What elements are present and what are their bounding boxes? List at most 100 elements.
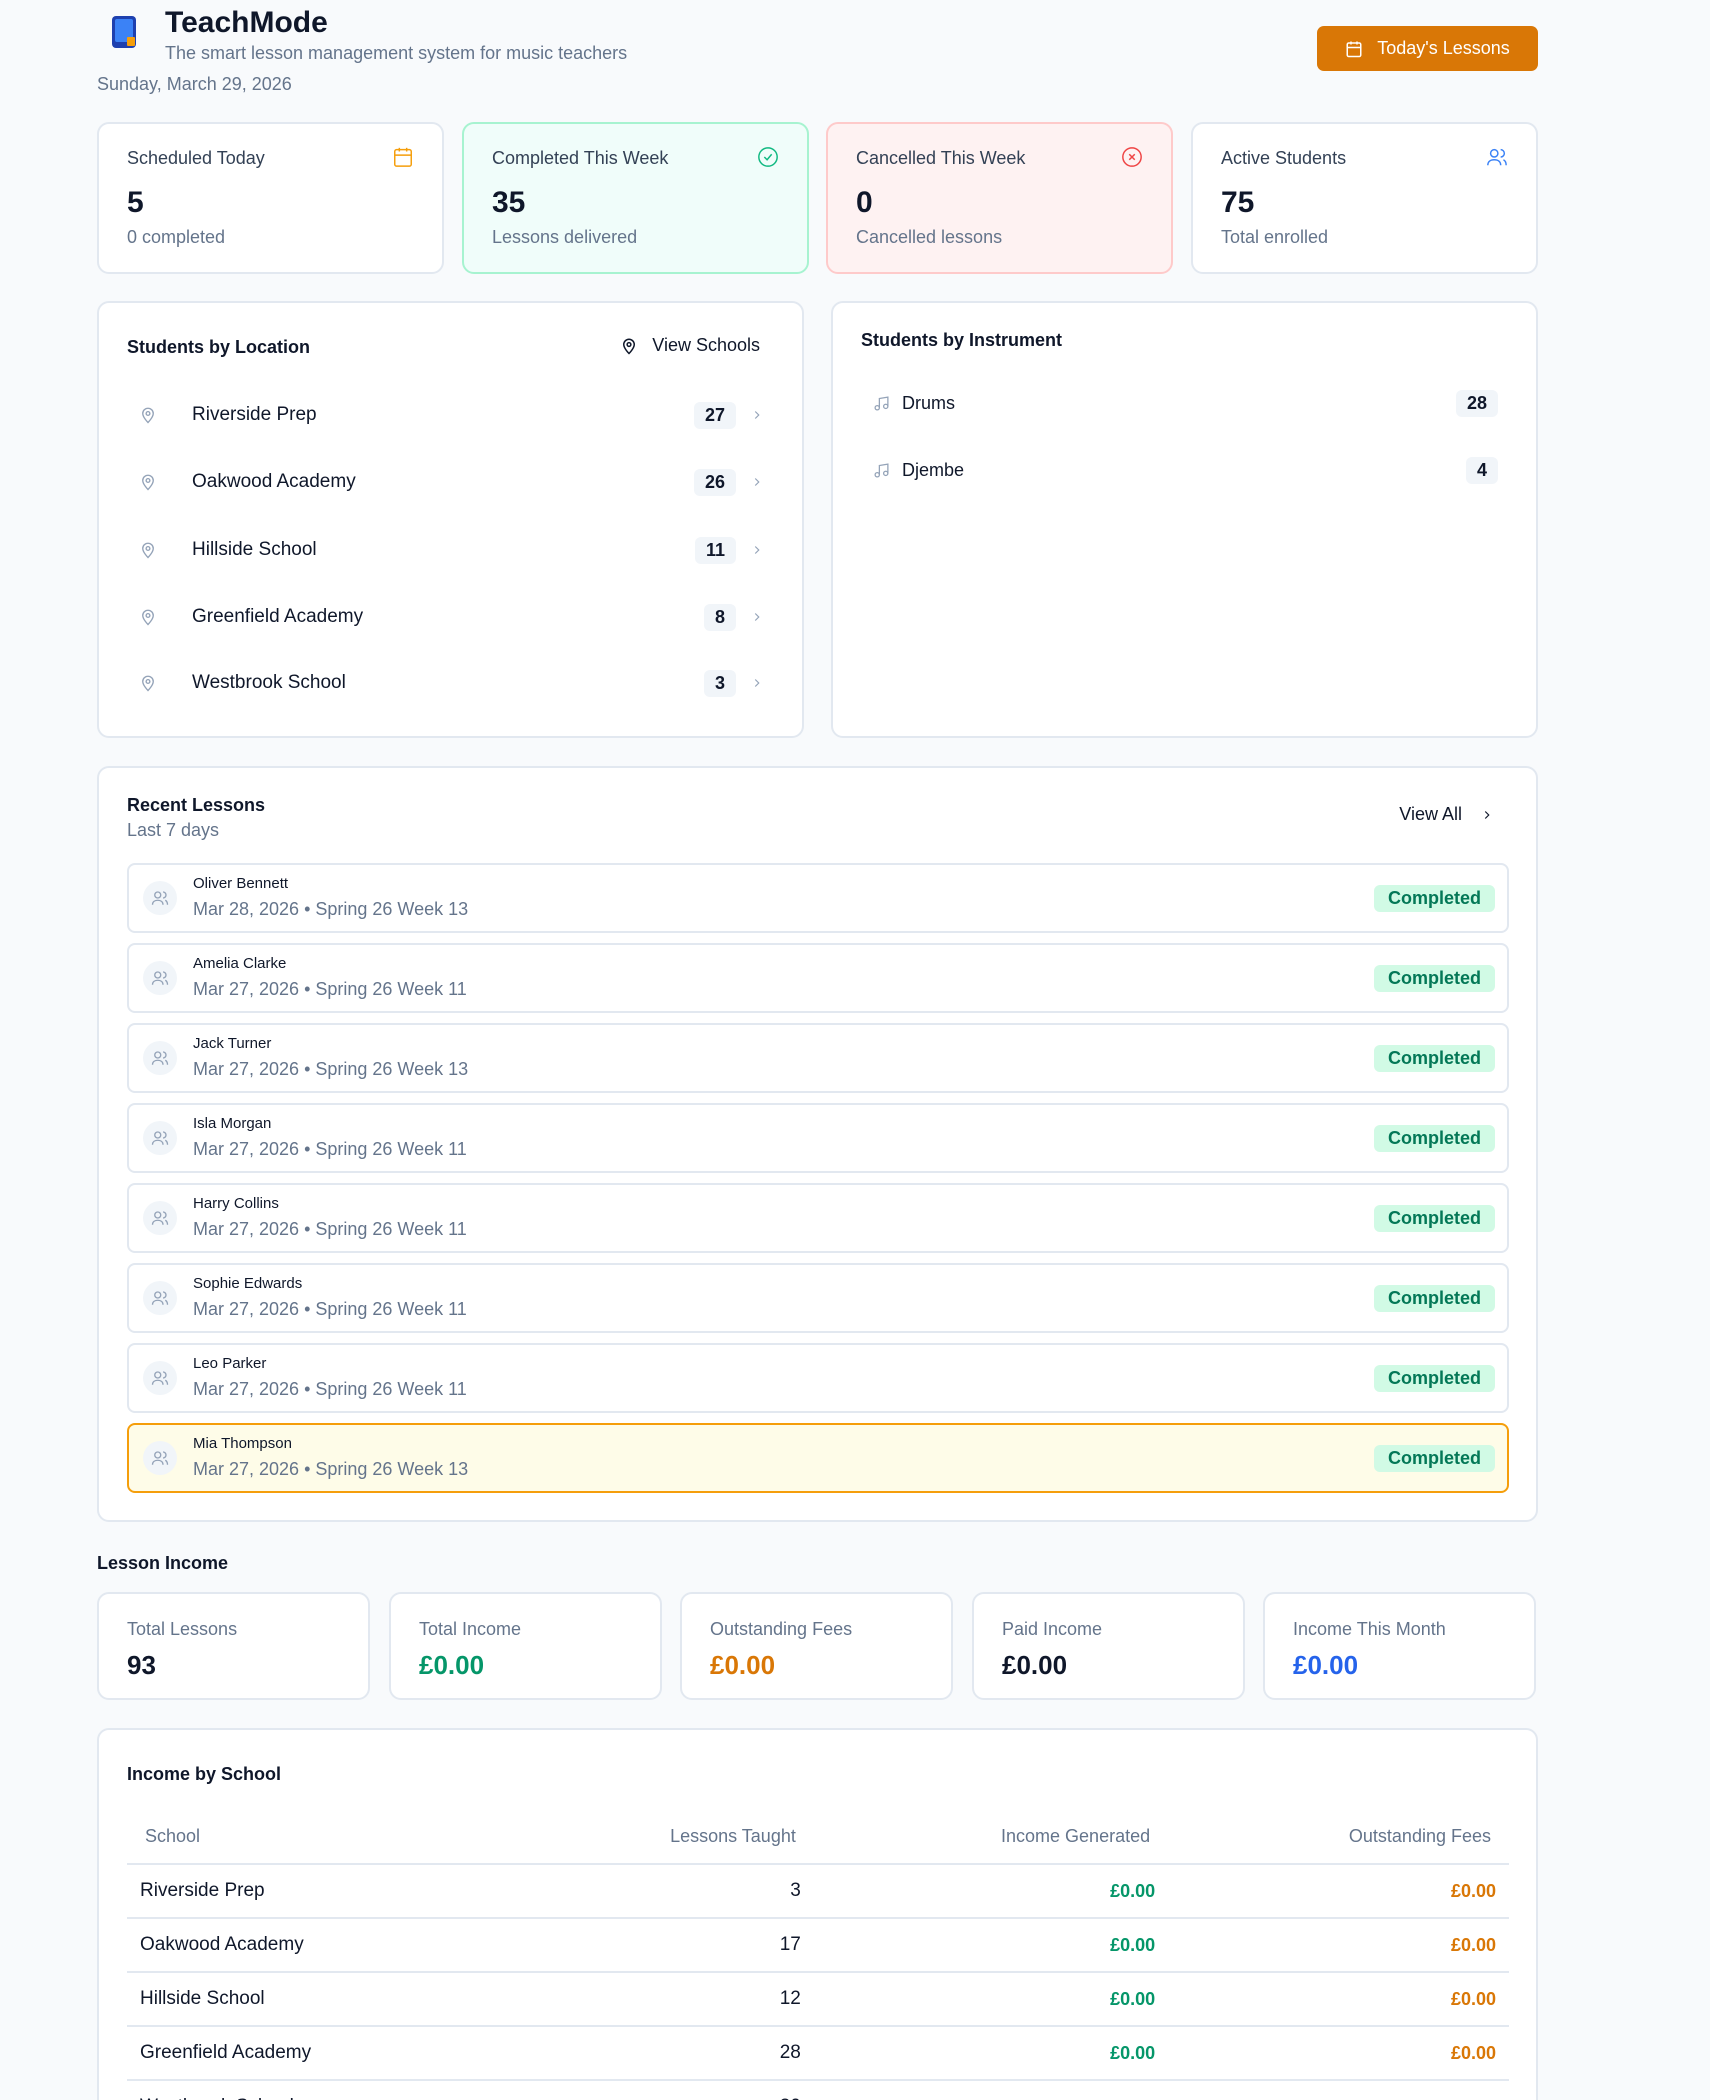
school-cell: Oakwood Academy: [127, 1918, 505, 1973]
table-row: Westbrook School 30 £0.00 £0.00: [127, 2080, 1509, 2100]
stat-sub: Lessons delivered: [492, 227, 638, 247]
status-badge: Completed: [1373, 1125, 1495, 1152]
lessons-cell: 3: [504, 1864, 814, 1919]
location-row-riverside-prep[interactable]: Riverside Prep 27: [137, 395, 764, 435]
lessons-cell: 12: [504, 1972, 814, 2027]
app-subtitle: The smart lesson management system for m…: [165, 43, 628, 63]
instrument-name: Djembe: [902, 459, 965, 480]
avatar: [143, 1201, 177, 1235]
location-name: Riverside Prep: [192, 404, 317, 425]
music-note-icon: [874, 462, 889, 478]
student-name: Sophie Edwards: [193, 1275, 303, 1292]
lesson-row[interactable]: Oliver Bennett Mar 28, 2026 • Spring 26 …: [127, 863, 1509, 933]
student-name: Mia Thompson: [193, 1435, 292, 1452]
column-header-outstanding-fees: Outstanding Fees: [1168, 1810, 1509, 1865]
students-by-instrument-panel: Students by Instrument Drums 28 Djembe 4: [831, 301, 1538, 738]
stat-sub: Total enrolled: [1221, 227, 1329, 247]
stat-card-scheduled-today: Scheduled Today 5 0 completed: [97, 122, 444, 274]
lesson-row[interactable]: Harry Collins Mar 27, 2026 • Spring 26 W…: [127, 1183, 1509, 1253]
users-icon: [1487, 148, 1507, 166]
check-circle-icon: [758, 147, 778, 167]
panel-subtitle: Last 7 days: [127, 820, 220, 840]
outstanding-cell: £0.00: [1168, 2080, 1509, 2100]
calendar-icon: [394, 147, 412, 167]
lesson-row[interactable]: Leo Parker Mar 27, 2026 • Spring 26 Week…: [127, 1343, 1509, 1413]
view-schools-button[interactable]: View Schools: [620, 335, 760, 356]
chevron-right-icon: [754, 613, 760, 621]
income-cell: £0.00: [813, 1864, 1169, 1919]
count-badge: 28: [1455, 389, 1498, 417]
location-row-greenfield-academy[interactable]: Greenfield Academy 8: [137, 597, 764, 637]
stat-value: 35: [492, 186, 526, 219]
table-row: Oakwood Academy 17 £0.00 £0.00: [127, 1918, 1509, 1973]
users-icon: [151, 971, 169, 985]
status-badge: Completed: [1373, 1285, 1495, 1312]
stat-sub: 0 completed: [127, 227, 226, 247]
todays-lessons-label: Today's Lessons: [1377, 38, 1510, 58]
income-card-value: 93: [127, 1650, 156, 1680]
calendar-icon: [1346, 41, 1362, 57]
income-card-title: Total Income: [419, 1619, 522, 1639]
income-card-title: Paid Income: [1002, 1619, 1103, 1639]
lesson-row[interactable]: Isla Morgan Mar 27, 2026 • Spring 26 Wee…: [127, 1103, 1509, 1173]
panel-title: Students by Instrument: [861, 330, 1063, 350]
avatar: [143, 1121, 177, 1155]
income-cell: £0.00: [813, 2026, 1169, 2081]
student-name: Leo Parker: [193, 1355, 267, 1372]
stat-value: 75: [1221, 186, 1255, 219]
lesson-row[interactable]: Amelia Clarke Mar 27, 2026 • Spring 26 W…: [127, 943, 1509, 1013]
app-logo-icon: [112, 16, 136, 48]
lesson-row[interactable]: Mia Thompson Mar 27, 2026 • Spring 26 We…: [127, 1423, 1509, 1493]
users-icon: [151, 891, 169, 905]
income-cell: £0.00: [813, 2080, 1169, 2100]
table-row: Riverside Prep 3 £0.00 £0.00: [127, 1864, 1509, 1919]
location-row-oakwood-academy[interactable]: Oakwood Academy 26: [137, 462, 764, 502]
todays-lessons-button[interactable]: Today's Lessons: [1317, 26, 1538, 71]
count-badge: 27: [693, 401, 736, 429]
view-all-button[interactable]: View All: [1399, 804, 1494, 825]
lesson-meta: Mar 27, 2026 • Spring 26 Week 11: [193, 1299, 467, 1319]
stat-card-cancelled-week: Cancelled This Week 0 Cancelled lessons: [826, 122, 1173, 274]
income-card-total-income: Total Income £0.00: [389, 1592, 662, 1700]
income-cell: £0.00: [813, 1972, 1169, 2027]
instrument-row-djembe[interactable]: Djembe 4: [873, 452, 1498, 488]
map-pin-icon: [623, 338, 636, 355]
map-pin-icon: [142, 675, 154, 692]
count-badge: 11: [694, 536, 736, 564]
lesson-income-heading: Lesson Income: [97, 1553, 229, 1573]
lesson-meta: Mar 27, 2026 • Spring 26 Week 11: [193, 979, 467, 999]
avatar: [143, 881, 177, 915]
music-note-icon: [874, 395, 889, 411]
lessons-cell: 28: [504, 2026, 814, 2081]
instrument-row-drums[interactable]: Drums 28: [873, 385, 1498, 421]
school-cell: Riverside Prep: [127, 1864, 505, 1919]
income-card-value: £0.00: [1002, 1650, 1068, 1680]
student-name: Oliver Bennett: [193, 875, 289, 892]
x-circle-icon: [1122, 147, 1142, 167]
stat-sub: Cancelled lessons: [856, 227, 1003, 247]
table-row: Hillside School 12 £0.00 £0.00: [127, 1972, 1509, 2027]
lesson-row[interactable]: Jack Turner Mar 27, 2026 • Spring 26 Wee…: [127, 1023, 1509, 1093]
lesson-meta: Mar 27, 2026 • Spring 26 Week 13: [193, 1459, 469, 1479]
map-pin-icon: [142, 407, 154, 424]
stat-title: Completed This Week: [492, 148, 669, 168]
income-card-title: Income This Month: [1293, 1619, 1446, 1639]
stat-card-completed-week: Completed This Week 35 Lessons delivered: [462, 122, 809, 274]
outstanding-cell: £0.00: [1168, 1864, 1509, 1919]
view-all-label: View All: [1399, 804, 1462, 824]
lesson-row[interactable]: Sophie Edwards Mar 27, 2026 • Spring 26 …: [127, 1263, 1509, 1333]
status-badge: Completed: [1373, 1045, 1495, 1072]
view-schools-label: View Schools: [652, 335, 760, 355]
column-header-school: School: [127, 1810, 505, 1865]
stat-title: Active Students: [1221, 148, 1347, 168]
location-row-hillside-school[interactable]: Hillside School 11: [137, 530, 764, 570]
status-badge: Completed: [1373, 885, 1495, 912]
map-pin-icon: [142, 609, 154, 626]
panel-title: Recent Lessons: [127, 795, 266, 815]
location-name: Westbrook School: [192, 672, 346, 693]
avatar: [143, 1041, 177, 1075]
income-card-outstanding-fees: Outstanding Fees £0.00: [680, 1592, 953, 1700]
location-row-westbrook-school[interactable]: Westbrook School 3: [137, 663, 764, 703]
current-date: Sunday, March 29, 2026: [97, 74, 292, 94]
outstanding-cell: £0.00: [1168, 1918, 1509, 1973]
